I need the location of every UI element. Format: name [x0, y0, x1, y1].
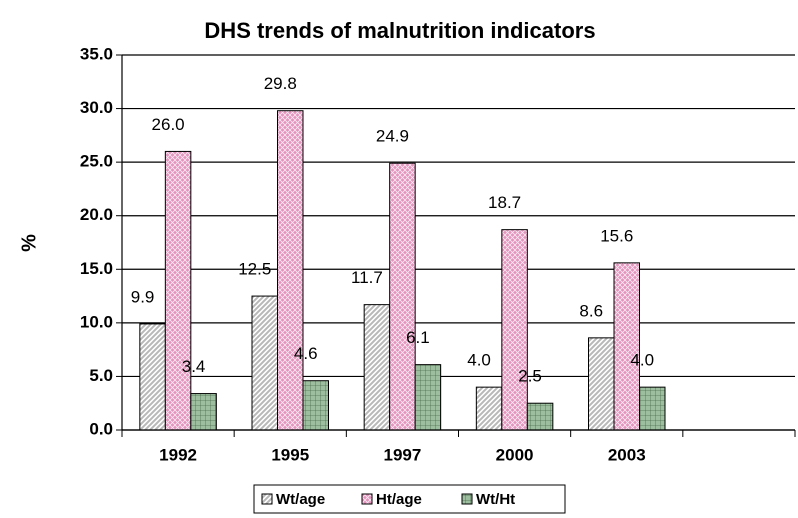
- bar: [639, 386, 666, 431]
- value-label: 12.5: [238, 260, 271, 279]
- x-tick-label: 1992: [159, 445, 197, 464]
- y-tick-label: 5.0: [89, 366, 113, 385]
- legend-swatch: [261, 493, 273, 505]
- value-label: 9.9: [131, 287, 155, 306]
- x-tick-label: 1995: [271, 445, 309, 464]
- x-tick-label: 2000: [496, 445, 534, 464]
- value-label: 11.7: [351, 268, 383, 287]
- bar: [190, 393, 217, 431]
- y-tick-label: 20.0: [80, 205, 113, 224]
- bar: [251, 295, 278, 431]
- legend-label: Ht/age: [376, 491, 422, 508]
- bar: [588, 337, 615, 431]
- bar: [475, 386, 503, 431]
- value-label: 24.9: [376, 127, 409, 146]
- value-label: 29.8: [264, 74, 297, 93]
- legend-label: Wt/Ht: [476, 491, 515, 508]
- y-tick-label: 30.0: [80, 98, 113, 117]
- y-tick-label: 10.0: [80, 312, 113, 331]
- bar: [526, 402, 554, 431]
- legend-swatch: [461, 493, 473, 505]
- value-label: 3.4: [182, 357, 206, 376]
- legend-swatch: [361, 493, 373, 505]
- y-tick-label: 25.0: [80, 152, 113, 171]
- bar: [139, 323, 166, 431]
- bar: [277, 110, 304, 431]
- value-label: 6.1: [406, 328, 430, 347]
- bar: [613, 262, 640, 431]
- x-tick-label: 1997: [384, 445, 422, 464]
- legend-label: Wt/age: [276, 491, 325, 508]
- value-label: 4.6: [294, 344, 318, 363]
- y-axis-label: %: [18, 234, 40, 252]
- value-label: 4.0: [467, 351, 491, 370]
- bar: [302, 380, 329, 431]
- bar: [414, 364, 442, 431]
- bar: [164, 150, 192, 431]
- value-label: 26.0: [152, 115, 185, 134]
- value-label: 18.7: [488, 193, 521, 212]
- value-label: 4.0: [630, 351, 654, 370]
- bar: [363, 304, 391, 431]
- value-label: 2.5: [518, 367, 542, 386]
- value-label: 8.6: [579, 301, 603, 320]
- y-tick-label: 15.0: [80, 259, 113, 278]
- bar: [389, 162, 416, 431]
- y-tick-label: 0.0: [89, 419, 113, 438]
- y-tick-label: 35.0: [80, 44, 113, 63]
- value-label: 15.6: [600, 226, 633, 245]
- legend-box: [253, 484, 566, 514]
- bar: [501, 229, 528, 431]
- x-tick-label: 2003: [608, 445, 646, 464]
- chart-title: DHS trends of malnutrition indicators: [204, 18, 595, 43]
